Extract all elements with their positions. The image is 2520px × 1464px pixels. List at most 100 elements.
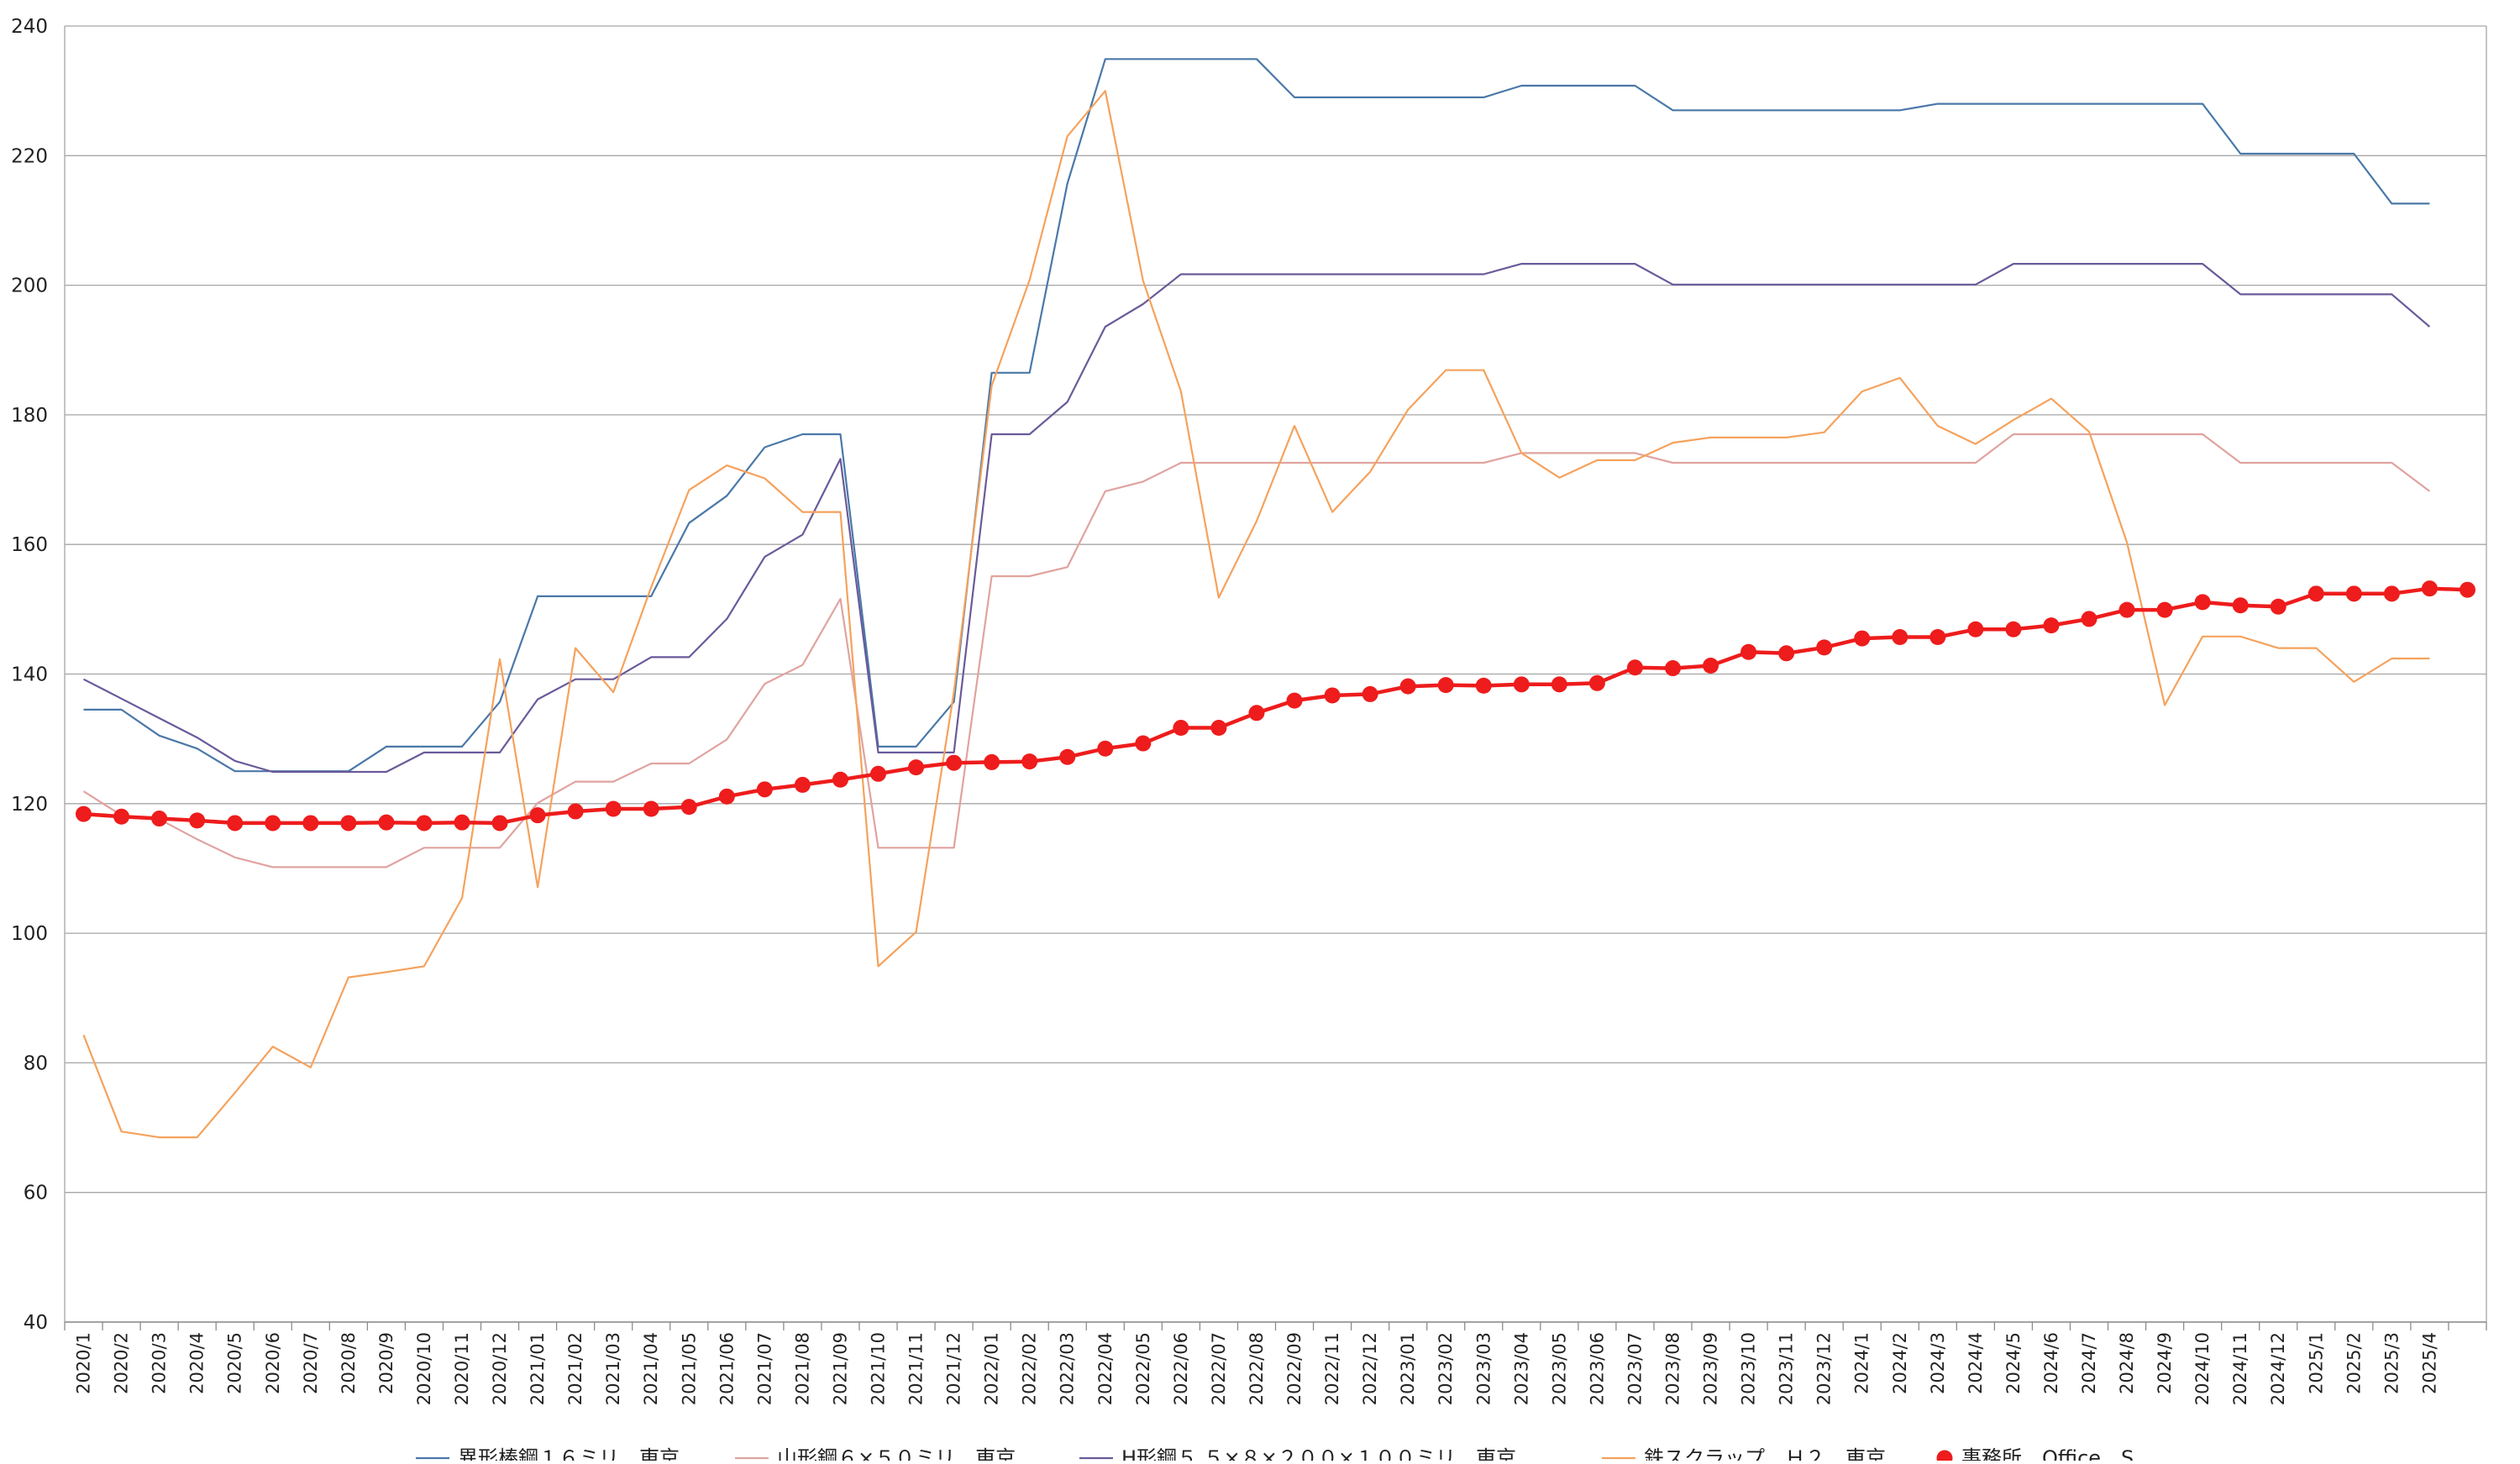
legend-label: 山形鋼６×５０ミリ 東京 [777, 1446, 1016, 1461]
series-point [1816, 639, 1833, 656]
series-point [1626, 659, 1643, 676]
series-point [1059, 748, 1076, 765]
series-point [2307, 585, 2324, 602]
x-tick-label: 2021/07 [754, 1332, 774, 1405]
series-point [680, 799, 697, 816]
series-point [946, 754, 963, 771]
y-tick-label: 80 [24, 1052, 48, 1074]
x-tick-label: 2021/11 [906, 1332, 927, 1405]
series-point [416, 815, 433, 832]
series-point [454, 814, 470, 831]
x-tick-label: 2024/4 [1966, 1332, 1986, 1394]
x-tick-label: 2024/3 [1928, 1332, 1948, 1394]
x-tick-label: 2021/06 [717, 1332, 737, 1405]
x-tick-label: 2024/9 [2155, 1332, 2175, 1394]
series-point [2081, 611, 2097, 627]
x-tick-label: 2025/4 [2419, 1332, 2439, 1394]
legend-label: 事務所 Office S [1961, 1446, 2134, 1461]
x-tick-label: 2023/06 [1587, 1332, 1607, 1405]
x-tick-label: 2022/03 [1058, 1332, 1078, 1405]
x-tick-label: 2020/5 [225, 1332, 245, 1394]
x-tick-label: 2024/2 [1890, 1332, 1910, 1394]
series-point [1551, 676, 1567, 693]
series-point [2005, 621, 2022, 638]
series-point [2345, 585, 2362, 602]
series-point [870, 765, 887, 782]
y-tick-label: 240 [11, 16, 48, 38]
series-point [265, 815, 281, 832]
series-point [1475, 677, 1492, 694]
x-tick-label: 2020/12 [490, 1332, 510, 1405]
x-tick-label: 2023/07 [1625, 1332, 1645, 1405]
x-tick-label: 2020/9 [376, 1332, 396, 1394]
series-point [113, 808, 130, 825]
series-point [1173, 720, 1189, 737]
series-point [189, 812, 206, 829]
axes: 40 60 80 100 120 140 160 180 200 220 240 2020/1 2020… [11, 16, 2487, 1405]
y-tick-label: 160 [11, 534, 48, 556]
x-tick-label: 2024/5 [2003, 1332, 2024, 1394]
x-tick-label: 2024/7 [2079, 1332, 2099, 1394]
x-tick-label: 2021/12 [944, 1332, 964, 1405]
x-tick-label: 2022/04 [1095, 1332, 1116, 1405]
y-tick-label: 200 [11, 275, 48, 297]
series-point [1097, 740, 1114, 757]
x-tick-label: 2024/6 [2041, 1332, 2061, 1394]
series-point [2156, 601, 2173, 618]
series-point [2232, 597, 2249, 614]
series-point [529, 807, 546, 824]
y-tick-label: 140 [11, 664, 48, 686]
x-tick-label: 2024/10 [2192, 1332, 2213, 1405]
x-tick-label: 2020/4 [187, 1332, 207, 1394]
x-tick-label: 2022/06 [1171, 1332, 1191, 1405]
x-tick-label: 2021/02 [565, 1332, 585, 1405]
x-tick-label: 2020/1 [74, 1332, 94, 1394]
x-tick-label: 2023/12 [1814, 1332, 1835, 1405]
x-tick-label: 2021/04 [641, 1332, 661, 1405]
series-point [1210, 720, 1227, 737]
series-point [2459, 581, 2475, 598]
series-point [718, 788, 735, 805]
x-tick-label: 2020/3 [150, 1332, 170, 1394]
series-line-5 [83, 586, 2468, 826]
series-line-3 [82, 263, 2431, 774]
series-point [984, 753, 1000, 770]
series-point [1437, 677, 1454, 694]
series-point [1778, 645, 1795, 662]
series-point [832, 771, 848, 788]
x-tick-label: 2023/04 [1511, 1332, 1531, 1405]
series-point [2383, 585, 2400, 602]
y-tick-label: 120 [11, 794, 48, 816]
series-point [1588, 674, 1605, 691]
x-tick-label: 2024/12 [2268, 1332, 2288, 1405]
series-point [2421, 580, 2438, 597]
gridlines [65, 25, 2486, 1323]
legend-label: H形鋼５.５×８×２００×１００ミリ 東京 [1121, 1446, 1516, 1461]
x-tick-label: 2020/2 [112, 1332, 132, 1394]
x-tick-label: 2022/01 [982, 1332, 1002, 1405]
series-point [1362, 685, 1378, 702]
x-tick-label: 2025/1 [2306, 1332, 2326, 1394]
series-point [340, 815, 357, 832]
series-point [227, 815, 244, 832]
x-tick-label: 2022/05 [1133, 1332, 1153, 1405]
x-tick-label: 2021/03 [603, 1332, 623, 1405]
series-point [1286, 692, 1303, 709]
series-point [2118, 601, 2135, 618]
x-tick-label: 2024/11 [2230, 1332, 2250, 1405]
series-point [605, 800, 622, 817]
series-point [1892, 629, 1908, 646]
series-line-1 [83, 58, 2430, 773]
legend-label: 鉄スクラップ Ｈ２ 東京 [1644, 1446, 1886, 1461]
series-line-4 [82, 90, 2430, 1139]
x-tick-label: 2025/2 [2344, 1332, 2364, 1394]
series-point [1324, 687, 1341, 704]
series-point [1854, 630, 1871, 647]
x-tick-label: 2022/12 [1360, 1332, 1380, 1405]
y-tick-label: 100 [11, 923, 48, 945]
x-tick-label: 2021/09 [830, 1332, 850, 1405]
series-point [491, 815, 508, 832]
x-tick-label: 2020/11 [452, 1332, 472, 1405]
y-tick-label: 180 [11, 405, 48, 427]
